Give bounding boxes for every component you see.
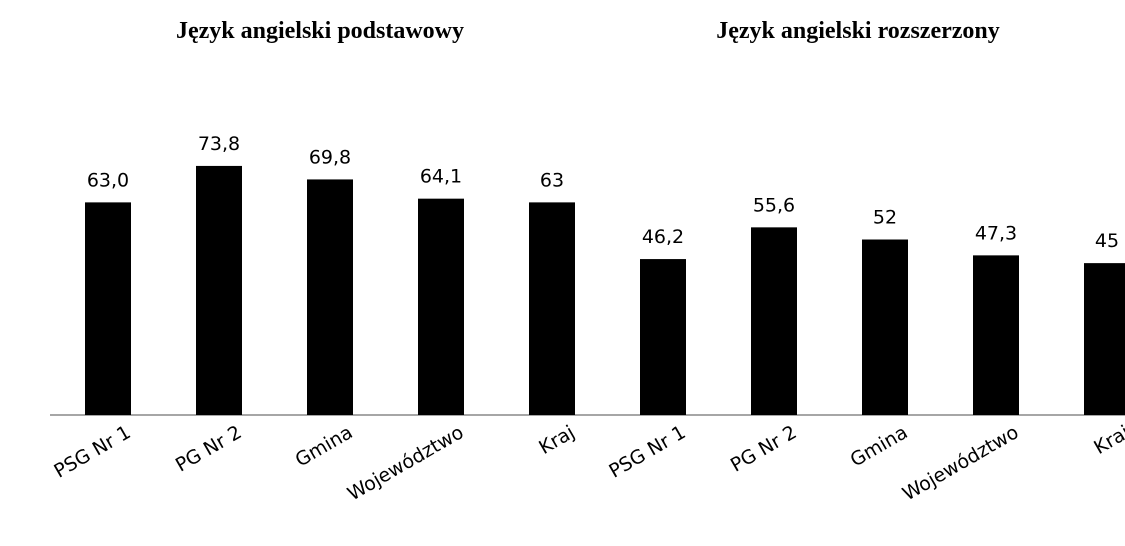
bar	[529, 202, 575, 415]
value-label: 52	[873, 207, 897, 229]
value-label: 63	[540, 169, 564, 191]
value-label: 45	[1095, 230, 1119, 252]
x-tick-label: Województwo	[344, 421, 468, 505]
bar	[307, 179, 353, 415]
chart-title: Język angielski podstawowy	[176, 18, 464, 44]
value-label: 63,0	[87, 169, 129, 191]
value-label: 55,6	[753, 194, 795, 216]
value-label: 47,3	[975, 222, 1017, 244]
bar	[751, 227, 797, 415]
x-tick-label: Kraj	[1090, 421, 1125, 459]
value-label: 46,2	[642, 226, 684, 248]
bar	[418, 198, 464, 415]
x-tick-label: Gmina	[292, 421, 357, 471]
chart-title: Język angielski rozszerzony	[716, 18, 1000, 44]
value-label: 64,1	[420, 166, 462, 188]
bar	[1084, 263, 1125, 415]
bar	[862, 239, 908, 415]
x-tick-label: Kraj	[535, 421, 578, 459]
bar	[973, 255, 1019, 415]
x-tick-label: Województwo	[899, 421, 1023, 505]
value-label: 69,8	[309, 146, 351, 168]
x-tick-label: Gmina	[847, 421, 912, 471]
x-tick-label: PG Nr 2	[727, 421, 801, 476]
bar	[640, 259, 686, 415]
bar	[196, 165, 242, 415]
x-tick-label: PG Nr 2	[172, 421, 246, 476]
x-tick-label: PSG Nr 1	[605, 421, 689, 482]
value-label: 73,8	[198, 133, 240, 155]
x-tick-label: PSG Nr 1	[50, 421, 134, 482]
bar	[85, 202, 131, 415]
